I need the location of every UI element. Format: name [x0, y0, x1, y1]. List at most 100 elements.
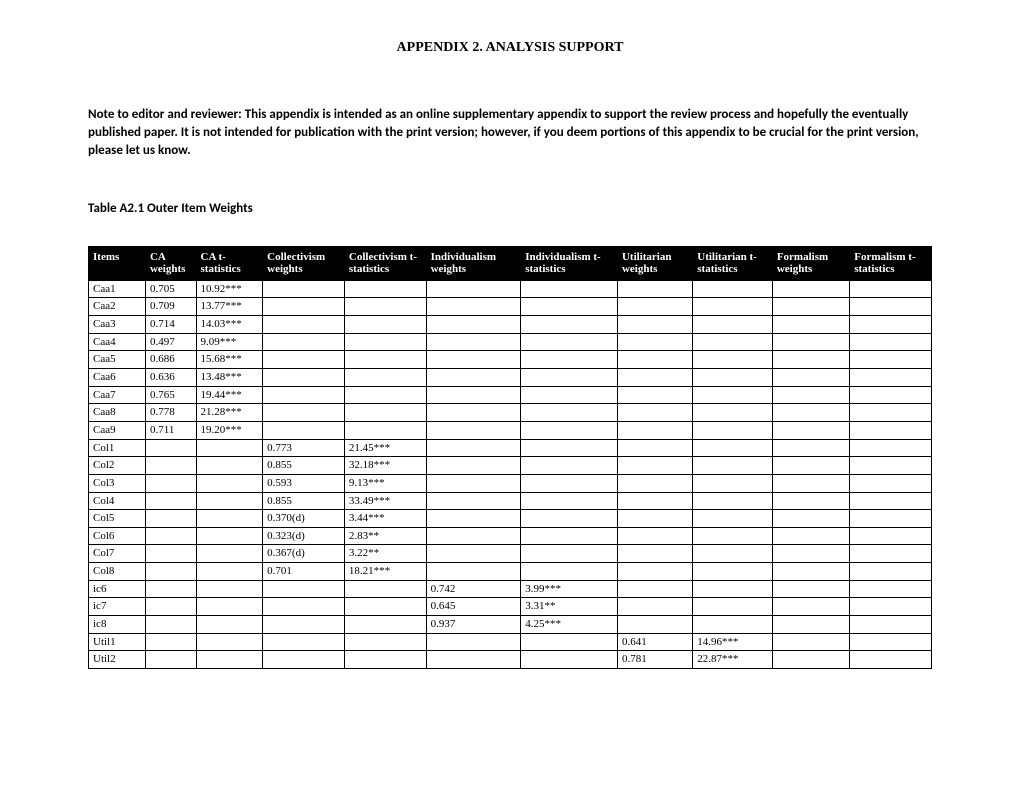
col-coll-t: Collectivism t-statistics — [344, 246, 426, 280]
table-cell — [344, 404, 426, 422]
table-cell — [850, 351, 932, 369]
table-cell — [693, 510, 773, 528]
table-cell — [850, 563, 932, 581]
col-items: Items — [89, 246, 146, 280]
table-cell — [426, 474, 521, 492]
table-cell: 19.20*** — [196, 421, 263, 439]
table-cell: 0.593 — [263, 474, 345, 492]
table-cell: 3.31** — [521, 598, 618, 616]
table-cell — [426, 651, 521, 669]
table-cell — [850, 633, 932, 651]
table-cell — [693, 351, 773, 369]
table-cell — [196, 439, 263, 457]
table-cell — [693, 280, 773, 298]
table-cell — [617, 298, 692, 316]
table-cell — [617, 474, 692, 492]
table-cell — [426, 510, 521, 528]
table-cell — [145, 439, 196, 457]
table-cell: 0.497 — [145, 333, 196, 351]
table-cell — [145, 545, 196, 563]
table-cell — [344, 386, 426, 404]
table-cell: 0.636 — [145, 369, 196, 387]
table-cell — [850, 510, 932, 528]
table-cell — [617, 351, 692, 369]
table-cell: 32.18*** — [344, 457, 426, 475]
table-cell — [145, 633, 196, 651]
table-cell — [772, 457, 849, 475]
table-cell — [145, 651, 196, 669]
page-title: APPENDIX 2. ANALYSIS SUPPORT — [88, 40, 932, 56]
table-cell: 0.370(d) — [263, 510, 345, 528]
table-cell: Caa6 — [89, 369, 146, 387]
table-cell: 19.44*** — [196, 386, 263, 404]
table-cell — [617, 510, 692, 528]
table-cell — [344, 616, 426, 634]
table-cell: Caa7 — [89, 386, 146, 404]
table-cell: Col6 — [89, 527, 146, 545]
table-cell — [693, 616, 773, 634]
table-cell — [772, 333, 849, 351]
table-caption: Table A2.1 Outer Item Weights — [88, 201, 932, 216]
table-cell: Caa9 — [89, 421, 146, 439]
table-cell — [145, 492, 196, 510]
table-row: Util20.78122.87*** — [89, 651, 932, 669]
table-cell — [426, 316, 521, 334]
table-cell: Col2 — [89, 457, 146, 475]
table-cell — [521, 439, 618, 457]
table-cell: 3.44*** — [344, 510, 426, 528]
table-cell — [850, 333, 932, 351]
table-cell — [772, 563, 849, 581]
table-cell — [850, 545, 932, 563]
table-cell — [617, 280, 692, 298]
table-cell: 21.45*** — [344, 439, 426, 457]
table-cell — [521, 510, 618, 528]
table-cell — [617, 457, 692, 475]
table-cell — [344, 333, 426, 351]
table-cell — [693, 457, 773, 475]
table-cell: 14.96*** — [693, 633, 773, 651]
table-cell — [426, 563, 521, 581]
table-cell — [521, 298, 618, 316]
table-cell: 21.28*** — [196, 404, 263, 422]
table-cell: 0.686 — [145, 351, 196, 369]
table-cell — [772, 633, 849, 651]
table-cell: 22.87*** — [693, 651, 773, 669]
table-cell — [772, 651, 849, 669]
table-cell: 10.92*** — [196, 280, 263, 298]
col-form-t: Formalism t-statistics — [850, 246, 932, 280]
table-cell — [617, 580, 692, 598]
table-cell — [263, 298, 345, 316]
table-cell: Caa5 — [89, 351, 146, 369]
table-cell: ic7 — [89, 598, 146, 616]
table-cell — [196, 457, 263, 475]
table-cell — [521, 369, 618, 387]
table-cell — [521, 545, 618, 563]
table-row: Caa30.71414.03*** — [89, 316, 932, 334]
table-cell: 0.778 — [145, 404, 196, 422]
table-row: Col30.5939.13*** — [89, 474, 932, 492]
table-row: Caa20.70913.77*** — [89, 298, 932, 316]
table-cell — [145, 598, 196, 616]
table-cell — [693, 474, 773, 492]
table-cell — [196, 616, 263, 634]
table-cell — [617, 316, 692, 334]
table-cell — [344, 298, 426, 316]
table-cell — [850, 298, 932, 316]
table-cell — [772, 404, 849, 422]
table-cell — [263, 616, 345, 634]
table-cell — [521, 527, 618, 545]
table-cell — [426, 545, 521, 563]
table-cell: 9.13*** — [344, 474, 426, 492]
table-cell — [772, 298, 849, 316]
table-cell — [521, 280, 618, 298]
table-cell — [850, 474, 932, 492]
table-row: ic80.9374.25*** — [89, 616, 932, 634]
table-body: Caa10.70510.92***Caa20.70913.77***Caa30.… — [89, 280, 932, 668]
table-cell: 0.742 — [426, 580, 521, 598]
table-row: Caa90.71119.20*** — [89, 421, 932, 439]
table-cell — [344, 280, 426, 298]
table-cell — [196, 651, 263, 669]
table-cell — [850, 439, 932, 457]
table-cell: 0.937 — [426, 616, 521, 634]
table-cell — [344, 316, 426, 334]
